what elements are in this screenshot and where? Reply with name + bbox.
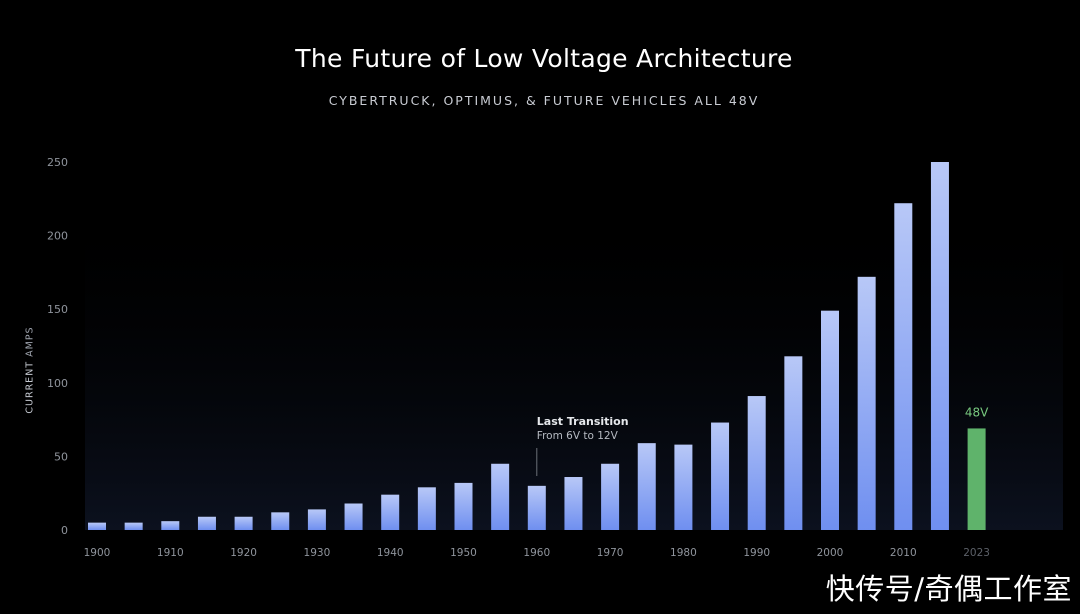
y-tick-label: 200 [47, 230, 68, 243]
bar-2010 [894, 203, 913, 530]
y-ticks: 0 50 100 150 200 250 [47, 156, 68, 537]
y-tick-label: 100 [47, 377, 68, 390]
y-tick-label: 250 [47, 156, 68, 169]
bar-1975 [637, 443, 656, 530]
bar-1945 [417, 487, 436, 530]
annotation-title: Last Transition [537, 415, 629, 428]
y-tick-label: 50 [54, 450, 68, 463]
bar-2000 [821, 310, 839, 530]
y-tick-label: 150 [47, 303, 68, 316]
bar-1950 [454, 482, 473, 530]
x-tick-label: 1900 [84, 547, 111, 559]
bar-1925 [271, 512, 290, 530]
bar-1905 [124, 522, 143, 530]
x-tick-label: 2010 [890, 547, 917, 559]
x-tick-label: 1980 [670, 547, 697, 559]
x-tick-label: 1930 [304, 547, 331, 559]
x-tick-label: 2023 [963, 547, 990, 559]
x-tick-label: 1960 [523, 547, 550, 559]
bar-1980 [674, 444, 693, 530]
annotation-text: From 6V to 12V [537, 430, 619, 442]
chart-subtitle: CYBERTRUCK, OPTIMUS, & FUTURE VEHICLES A… [328, 93, 760, 108]
chart-title: The Future of Low Voltage Architecture [295, 44, 793, 73]
bar-1920 [234, 516, 253, 530]
x-tick-label: 1990 [743, 547, 770, 559]
bar-1985 [711, 422, 730, 530]
x-tick-label: 1970 [597, 547, 624, 559]
bar-1970 [601, 463, 620, 530]
annotation-48v-label: 48V [965, 405, 989, 419]
x-tick-label: 1950 [450, 547, 477, 559]
x-tick-label: 1920 [230, 547, 257, 559]
x-tick-label: 2000 [817, 547, 844, 559]
bars [88, 162, 986, 530]
x-tick-label: 1910 [157, 547, 184, 559]
bar-2005 [857, 276, 876, 530]
annotations: Last Transition From 6V to 12V 48V [536, 405, 989, 476]
y-tick-label: 0 [61, 524, 68, 537]
bar-1965 [564, 477, 583, 530]
bar-1910 [161, 521, 180, 530]
bar-1960 [527, 485, 546, 530]
x-tick-label: 1940 [377, 547, 404, 559]
bar-1935 [344, 503, 363, 530]
bar-1915 [197, 516, 216, 530]
bar-2015 [930, 162, 949, 530]
bar-1900 [88, 522, 106, 530]
watermark: 快传号/奇偶工作室 [825, 572, 1072, 606]
x-ticks: 1900 1910 1920 1930 1940 1950 1960 1970 1980 1990… [84, 547, 990, 559]
bar-1990 [747, 396, 766, 530]
bar-1995 [784, 356, 803, 530]
bar-2023 [967, 428, 986, 530]
bar-1940 [381, 494, 400, 530]
bar-1930 [307, 509, 326, 530]
bar-1955 [491, 463, 510, 530]
